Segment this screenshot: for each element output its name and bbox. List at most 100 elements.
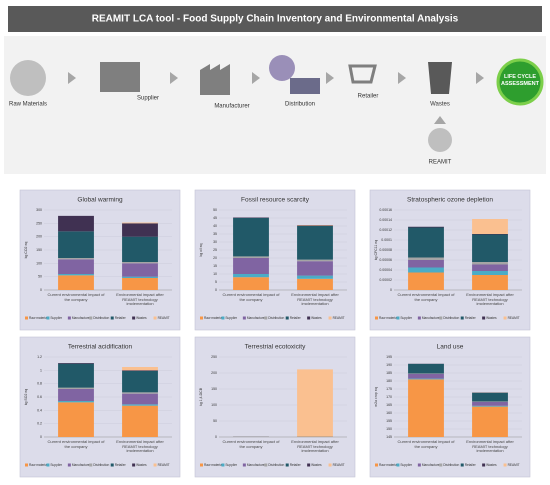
legend-swatch (153, 463, 157, 467)
bar-segment (122, 367, 158, 371)
globe-icon (269, 55, 295, 81)
legend-swatch (46, 463, 50, 467)
x-tick-label: Current environmental impact of the comp… (222, 293, 280, 302)
legend-label: REAMIT (158, 463, 170, 467)
legend-label: Wastes (136, 316, 147, 320)
y-tick-label: 0.00006 (379, 258, 392, 262)
y-tick-label: 0.00004 (379, 268, 392, 272)
y-tick-label: 100 (36, 261, 42, 265)
bar-segment (58, 259, 94, 274)
y-tick-label: 1 (40, 368, 42, 372)
x-tick-label: Environmental impact after REAMIT techno… (466, 440, 514, 452)
legend-label: Manufacturer (72, 316, 92, 320)
bin-icon (428, 62, 452, 94)
legend-swatch (242, 463, 246, 467)
legend-label: Distribution (93, 316, 109, 320)
legend-label: Wastes (311, 463, 322, 467)
legend-swatch (200, 463, 203, 467)
legend-swatch (221, 316, 225, 320)
y-tick-label: 250 (36, 221, 42, 225)
legend-swatch (307, 316, 311, 320)
chart-title: Terrestrial acidification (68, 344, 133, 351)
y-tick-label: 0.00008 (379, 248, 392, 252)
y-tick-label: 190 (386, 363, 392, 367)
bar-segment (472, 405, 508, 407)
flow-background (4, 36, 546, 174)
flow-label: Raw Materials (9, 102, 47, 108)
y-tick-label: 0 (40, 435, 42, 439)
y-tick-label: 100 (211, 403, 217, 407)
legend-label: Wastes (486, 463, 497, 467)
arrow (68, 72, 76, 84)
bar-segment (58, 401, 94, 403)
bar-segment (408, 378, 444, 380)
legend-label: Raw materials (29, 316, 50, 320)
legend-swatch (200, 316, 203, 320)
legend-label: REAMIT (508, 463, 520, 467)
legend-swatch (89, 463, 93, 467)
bar-segment (233, 256, 269, 258)
legend-label: Raw materials (379, 463, 400, 467)
y-tick-label: 250 (211, 355, 217, 359)
legend-swatch (375, 463, 378, 467)
bar-segment (472, 392, 508, 402)
bar-segment (472, 401, 508, 406)
legend-swatch (67, 463, 71, 467)
legend-swatch (482, 463, 486, 467)
legend-label: Manufacturer (422, 463, 442, 467)
bar-segment (408, 379, 444, 437)
bar-segment (297, 226, 333, 260)
legend-label: Retailer (290, 316, 302, 320)
bar-segment (472, 264, 508, 271)
legend-label: Retailer (465, 316, 477, 320)
legend-swatch (460, 463, 464, 467)
y-tick-label: 0.2 (37, 422, 42, 426)
legend-label: Supplier (50, 316, 63, 320)
x-tick-label-box: Current environmental impact of the comp… (222, 293, 280, 302)
legend-label: Manufacturer (247, 316, 267, 320)
x-tick-label: Current environmental impact of the comp… (222, 440, 280, 449)
legend-label: Retailer (115, 316, 127, 320)
legend-label: Retailer (465, 463, 477, 467)
legend-swatch (285, 463, 289, 467)
flow-label: Wastes (430, 102, 450, 108)
legend-label: REAMIT (333, 316, 345, 320)
y-tick-label: 200 (211, 371, 217, 375)
x-tick-label: Current environmental impact of the comp… (397, 440, 455, 449)
reamit-icon (428, 128, 452, 152)
arrow (434, 116, 446, 124)
y-tick-label: 145 (386, 435, 392, 439)
legend-swatch (264, 463, 268, 467)
lca-label-box: LIFE CYCLE ASSESSMENT (501, 74, 539, 87)
flow-arrows (68, 72, 484, 124)
legend-swatch (417, 316, 421, 320)
y-tick-label: 0.00014 (379, 218, 392, 222)
x-tick-label-box: Environmental impact after REAMIT techno… (291, 440, 339, 452)
y-tick-label: 170 (386, 395, 392, 399)
chart-title: Terrestrial ecotoxicity (245, 344, 306, 351)
x-tick-label: Current environmental impact of the comp… (47, 293, 105, 302)
bar-segment (58, 231, 94, 258)
x-tick-label: Environmental impact after REAMIT techno… (291, 293, 339, 305)
legend-swatch (439, 316, 443, 320)
y-tick-label: 45 (213, 216, 217, 220)
flow-label: REAMIT (429, 160, 452, 166)
lca-label: LIFE CYCLE ASSESSMENT (501, 74, 539, 87)
bar-segment (472, 406, 508, 437)
y-tick-label: 10 (213, 272, 217, 276)
legend-swatch (307, 463, 311, 467)
x-tick-label: Environmental impact after REAMIT techno… (466, 293, 514, 305)
bar-segment (408, 227, 444, 258)
lca-circle (496, 58, 544, 106)
bar-segment (58, 389, 94, 401)
y-tick-label: 0.8 (37, 382, 42, 386)
arrow (326, 72, 334, 84)
y-tick-label: 150 (211, 387, 217, 391)
legend-swatch (153, 316, 157, 320)
legend-swatch (417, 463, 421, 467)
legend-swatch (46, 316, 50, 320)
legend-swatch (460, 316, 464, 320)
legend-label: Supplier (225, 316, 238, 320)
flow-label: Retailer (358, 94, 379, 100)
legend-swatch (221, 463, 225, 467)
